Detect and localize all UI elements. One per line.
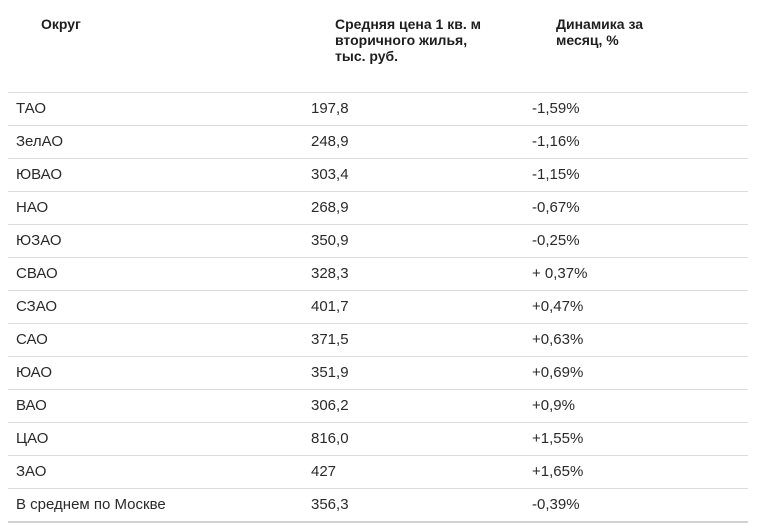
cell-district: ЦАО bbox=[16, 430, 49, 447]
cell-change: -1,16% bbox=[532, 133, 580, 150]
cell-price: 351,9 bbox=[311, 364, 349, 381]
cell-price: 356,3 bbox=[311, 496, 349, 513]
price-table: Округ Средняя цена 1 кв. м вторичного жи… bbox=[8, 0, 748, 523]
cell-price: 268,9 bbox=[311, 199, 349, 216]
cell-district: СВАО bbox=[16, 265, 58, 282]
table-row: ЦАО 816,0 +1,55% bbox=[8, 423, 748, 456]
cell-district: В среднем по Москве bbox=[16, 496, 166, 513]
cell-district: ЮАО bbox=[16, 364, 52, 381]
cell-change: + 0,37% bbox=[532, 265, 588, 282]
cell-district: ЮВАО bbox=[16, 166, 63, 183]
table-row: ЮАО 351,9 +0,69% bbox=[8, 357, 748, 390]
header-district: Округ bbox=[41, 16, 81, 32]
table-row: ЗАО 427 +1,65% bbox=[8, 456, 748, 489]
table-row: СВАО 328,3 + 0,37% bbox=[8, 258, 748, 291]
cell-price: 427 bbox=[311, 463, 337, 480]
table-row: САО 371,5 +0,63% bbox=[8, 324, 748, 357]
cell-change: -0,39% bbox=[532, 496, 580, 513]
cell-change: +0,47% bbox=[532, 298, 584, 315]
cell-price: 371,5 bbox=[311, 331, 349, 348]
cell-price: 306,2 bbox=[311, 397, 349, 414]
cell-district: ЮЗАО bbox=[16, 232, 62, 249]
cell-district: НАО bbox=[16, 199, 49, 216]
cell-price: 328,3 bbox=[311, 265, 349, 282]
table-row: ЮЗАО 350,9 -0,25% bbox=[8, 225, 748, 258]
table-header: Округ Средняя цена 1 кв. м вторичного жи… bbox=[8, 0, 748, 93]
table-row: В среднем по Москве 356,3 -0,39% bbox=[8, 489, 748, 523]
cell-change: +0,63% bbox=[532, 331, 584, 348]
cell-district: ЗАО bbox=[16, 463, 47, 480]
cell-price: 197,8 bbox=[311, 100, 349, 117]
cell-district: ЗелАО bbox=[16, 133, 63, 150]
cell-price: 303,4 bbox=[311, 166, 349, 183]
cell-price: 248,9 bbox=[311, 133, 349, 150]
header-price: Средняя цена 1 кв. м вторичного жилья, т… bbox=[335, 16, 481, 64]
cell-price: 816,0 bbox=[311, 430, 349, 447]
cell-change: -1,15% bbox=[532, 166, 580, 183]
cell-district: ТАО bbox=[16, 100, 47, 117]
cell-change: +1,55% bbox=[532, 430, 584, 447]
cell-district: ВАО bbox=[16, 397, 47, 414]
cell-change: -0,67% bbox=[532, 199, 580, 216]
table-row: НАО 268,9 -0,67% bbox=[8, 192, 748, 225]
cell-price: 350,9 bbox=[311, 232, 349, 249]
table-body: ТАО 197,8 -1,59% ЗелАО 248,9 -1,16% ЮВАО 303,4 -… bbox=[8, 93, 748, 523]
table-row: ВАО 306,2 +0,9% bbox=[8, 390, 748, 423]
table-row: ЮВАО 303,4 -1,15% bbox=[8, 159, 748, 192]
table-row: СЗАО 401,7 +0,47% bbox=[8, 291, 748, 324]
cell-change: -1,59% bbox=[532, 100, 580, 117]
cell-price: 401,7 bbox=[311, 298, 349, 315]
cell-change: +0,9% bbox=[532, 397, 575, 414]
cell-district: СЗАО bbox=[16, 298, 58, 315]
cell-change: -0,25% bbox=[532, 232, 580, 249]
cell-change: +1,65% bbox=[532, 463, 584, 480]
header-change: Динамика за месяц, % bbox=[556, 16, 644, 48]
table-row: ЗелАО 248,9 -1,16% bbox=[8, 126, 748, 159]
table-row: ТАО 197,8 -1,59% bbox=[8, 93, 748, 126]
cell-district: САО bbox=[16, 331, 48, 348]
cell-change: +0,69% bbox=[532, 364, 584, 381]
